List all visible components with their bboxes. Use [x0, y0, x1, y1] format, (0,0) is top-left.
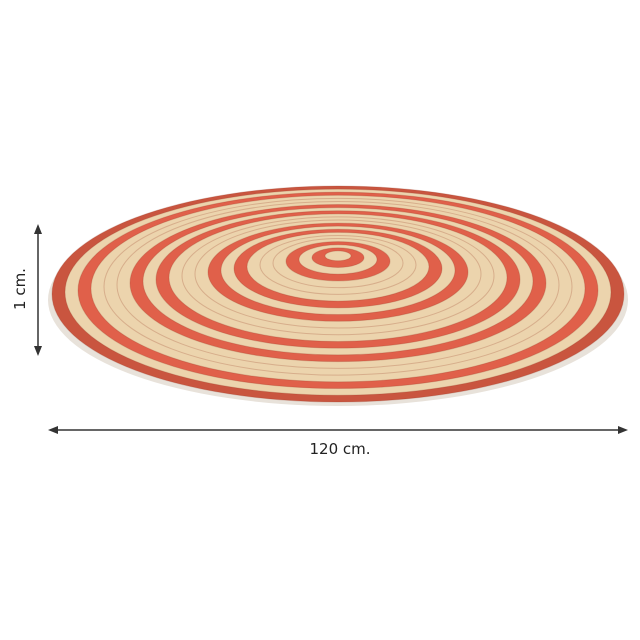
width-label: 120 cm. [309, 440, 371, 458]
arrow-left-icon [48, 426, 58, 434]
arrow-down-icon [34, 346, 42, 356]
height-dimension-line [34, 224, 42, 356]
height-label: 1 cm. [11, 268, 29, 310]
arrow-up-icon [34, 224, 42, 234]
rug-ring [324, 250, 352, 262]
arrow-right-icon [618, 426, 628, 434]
width-dimension-line [48, 426, 628, 434]
rug [48, 185, 628, 406]
